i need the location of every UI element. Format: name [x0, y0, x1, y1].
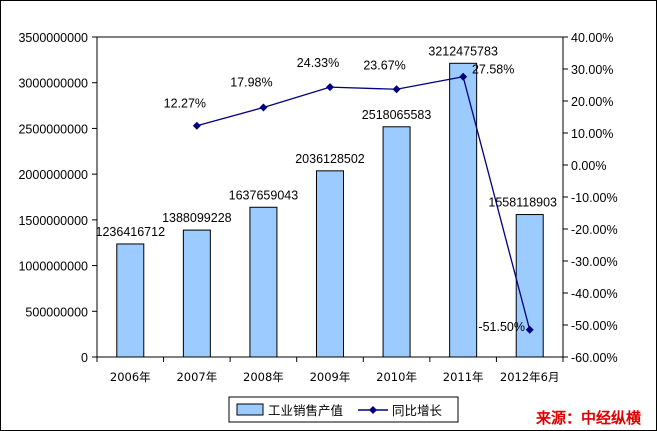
bar-data-label: 3212475783 — [428, 44, 498, 58]
legend-label-bar: 工业销售产值 — [268, 403, 343, 418]
bar — [116, 243, 145, 358]
line-point — [326, 83, 334, 92]
line-labels: 12.27% 17.98% 24.33% 23.67% 27.58% -51.50% — [164, 56, 525, 334]
x-tick-label: 2008年 — [243, 370, 284, 384]
x-tick-label: 2012年6月 — [500, 370, 560, 384]
line-series — [192, 72, 534, 334]
x-tick-label: 2009年 — [310, 370, 351, 384]
y-left-tick-label: 500000000 — [25, 305, 88, 319]
bar-data-label: 1388099228 — [162, 211, 232, 225]
bar-data-label: 1558118903 — [488, 196, 557, 210]
line-point — [459, 72, 468, 81]
y-left-tick-label: 0 — [81, 351, 88, 365]
source-credit: 来源：中经纵横 — [535, 409, 642, 427]
line-point — [392, 85, 401, 94]
y-right-tick-label: -20.00% — [571, 223, 618, 237]
line-data-label: 24.33% — [297, 56, 339, 70]
y-left-tick-label: 3000000000 — [18, 77, 88, 91]
y-right-tick-label: 40.00% — [571, 31, 613, 45]
bar-data-label: 2518065583 — [362, 108, 432, 122]
y-right-tick-label: -10.00% — [571, 191, 618, 205]
x-tick-label: 2007年 — [176, 370, 217, 384]
line-data-label: 12.27% — [164, 97, 206, 111]
bar — [249, 206, 278, 358]
x-tick-label: 2006年 — [110, 370, 151, 384]
bar — [182, 229, 211, 358]
y-right-tick-label: 0.00% — [571, 159, 606, 173]
y-right-tick-label: -60.00% — [571, 351, 618, 365]
y-left-tick-label: 3500000000 — [18, 31, 88, 45]
y-right-tick-label: -50.00% — [571, 319, 618, 333]
legend-label-line: 同比增长 — [392, 403, 443, 418]
bar — [515, 214, 544, 358]
y-left-tick-label: 1500000000 — [18, 214, 88, 228]
y-left-tick-label: 2500000000 — [18, 122, 88, 136]
line-path — [196, 75, 531, 330]
bar-data-label: 1637659043 — [229, 188, 299, 202]
line-data-label: -51.50% — [478, 320, 525, 334]
x-axis: 2006年 2007年 2008年 2009年 2010年 2011年 2012年6月 — [96, 357, 564, 384]
y-right-tick-label: 20.00% — [571, 95, 613, 109]
y-axis-left: 0 500000000 1000000000 1500000000 2000000000… — [18, 31, 97, 365]
legend-line-marker — [369, 406, 377, 414]
y-right-tick-label: 10.00% — [571, 127, 613, 141]
line-point — [259, 103, 268, 112]
line-data-label: 17.98% — [230, 75, 272, 89]
y-right-tick-label: 30.00% — [571, 63, 613, 77]
bar-data-label: 2036128502 — [295, 152, 365, 166]
bar-series — [116, 62, 544, 358]
y-axis-right: -60.00% -50.00% -40.00% -30.00% -20.00% -10.0… — [563, 31, 618, 365]
legend-bar-swatch — [236, 403, 264, 416]
bar — [382, 126, 411, 358]
y-right-tick-label: -40.00% — [571, 287, 618, 301]
line-data-label: 27.58% — [472, 63, 514, 77]
line-point — [525, 325, 534, 334]
x-tick-label: 2011年 — [443, 370, 484, 384]
y-left-tick-label: 2000000000 — [18, 168, 88, 182]
bar — [449, 62, 478, 358]
line-data-label: 23.67% — [363, 58, 405, 72]
y-right-tick-label: -30.00% — [571, 255, 618, 269]
bar-data-label: 1236416712 — [96, 225, 166, 239]
legend: 工业销售产值 同比增长 — [228, 396, 459, 423]
line-point — [192, 121, 201, 130]
x-tick-label: 2010年 — [376, 370, 417, 384]
bar — [316, 170, 344, 358]
legend-box — [228, 396, 459, 423]
y-left-tick-label: 1000000000 — [18, 260, 88, 274]
